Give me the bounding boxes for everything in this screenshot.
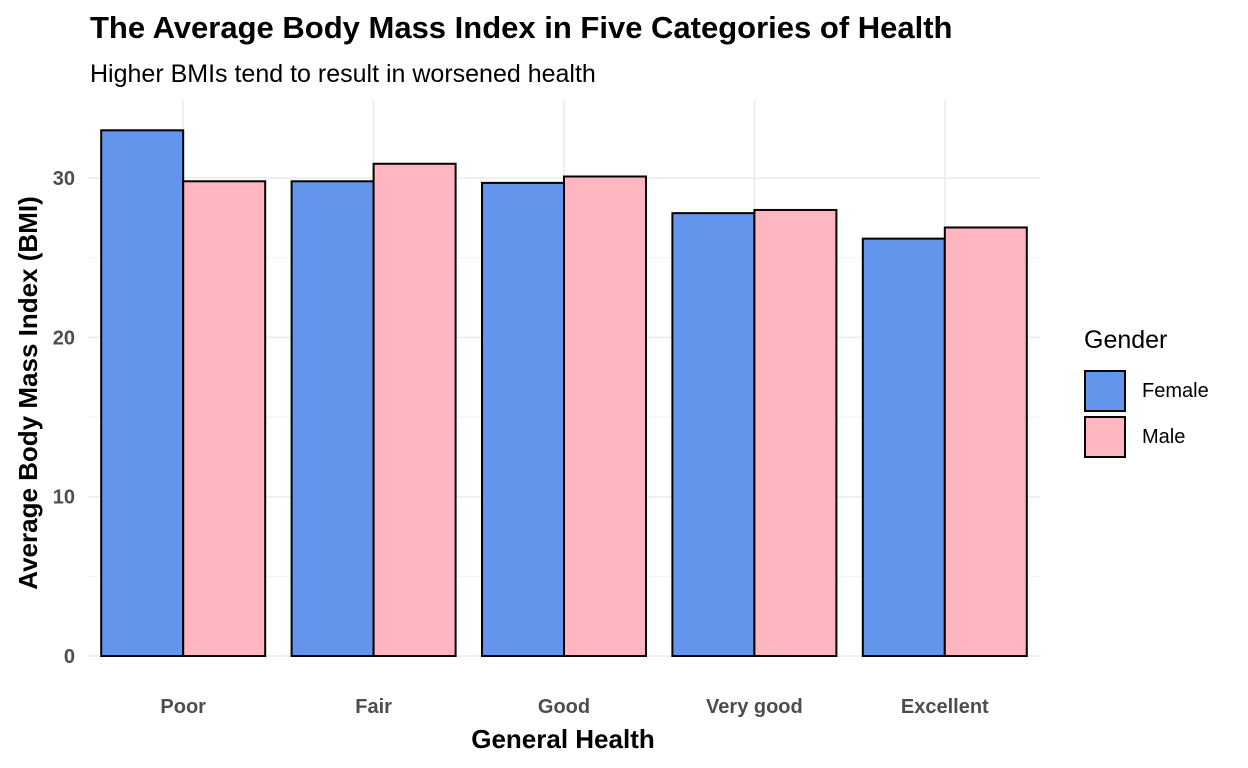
bar-male-fair [372,162,457,657]
legend-label-female: Female [1142,379,1209,402]
bar-female-good [481,181,565,657]
y-axis-title: Average Body Mass Index (BMI) [13,196,43,589]
bar-male-poor [182,180,267,657]
y-tick-labels: 0 10 20 30 [53,168,75,668]
bar-male-good [563,175,647,658]
x-tick-label: Very good [706,696,803,718]
bar-female-fair [290,180,375,657]
legend-item-male: Male [1084,415,1185,459]
x-tick-label: Poor [160,696,206,718]
legend-key-male [1084,416,1126,458]
legend-item-female: Female [1084,369,1209,413]
x-tick-labels: Poor Fair Good Very good Excellent [160,696,989,718]
bar-female-poor [100,129,185,657]
bar-male-excellent [943,226,1028,657]
y-tick-label: 30 [53,168,75,190]
y-tick-label: 10 [53,487,75,509]
bars [100,129,1028,658]
chart-subtitle: Higher BMIs tend to result in worsened h… [90,60,596,88]
x-tick-label: Good [538,696,590,718]
x-axis-title: General Health [471,724,655,754]
bar-male-very-good [753,208,838,658]
bar-female-excellent [861,237,946,657]
chart-title: The Average Body Mass Index in Five Cate… [90,10,953,45]
legend-key-female [1084,370,1126,412]
bar-female-very-good [671,212,756,657]
legend-title: Gender [1084,326,1168,354]
legend-label-male: Male [1142,425,1186,448]
x-tick-label: Fair [355,696,392,718]
y-tick-label: 0 [64,646,75,668]
x-tick-label: Excellent [901,696,989,718]
y-tick-label: 20 [53,327,75,349]
